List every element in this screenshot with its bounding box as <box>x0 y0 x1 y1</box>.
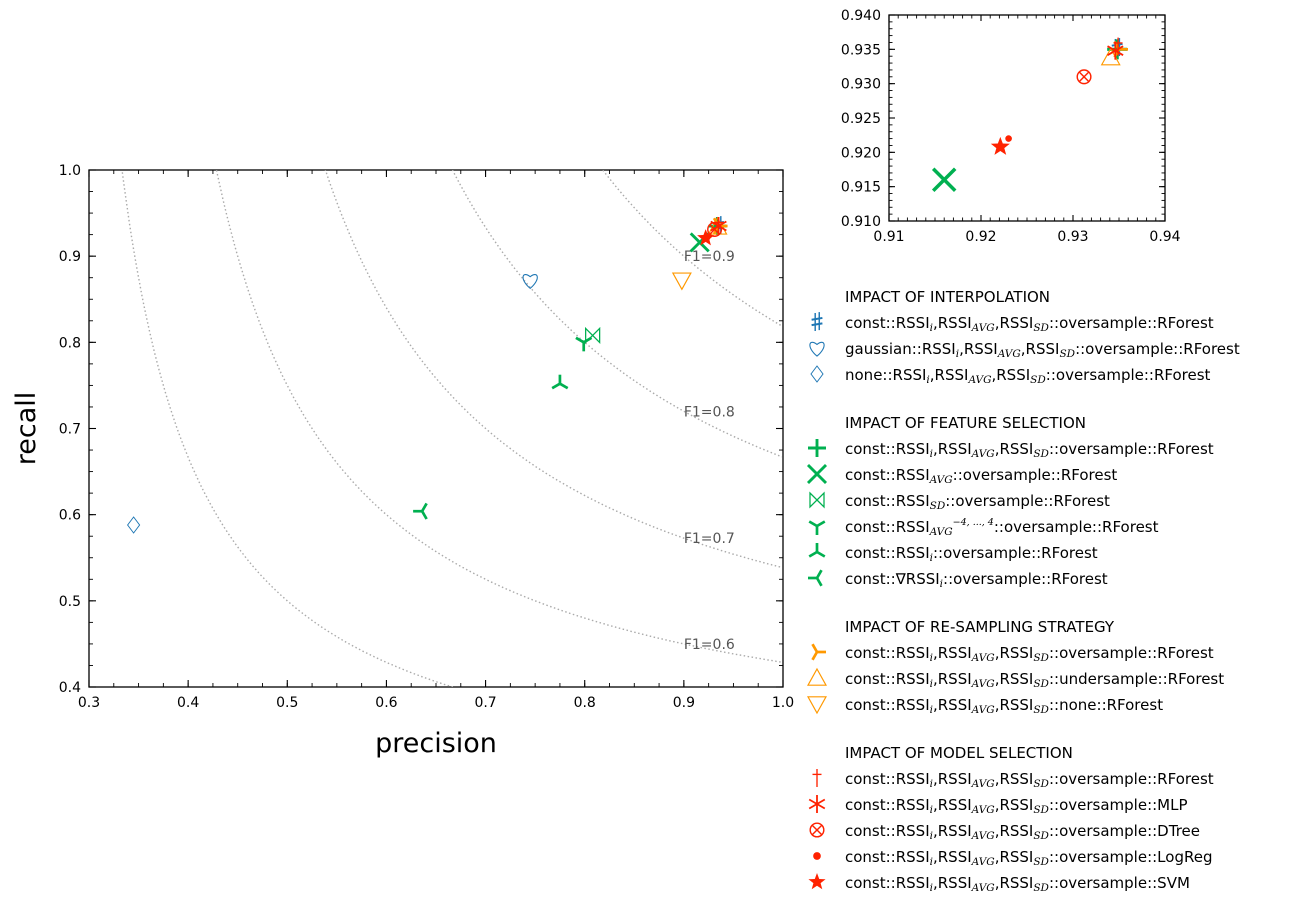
legend-entry-label: const::RSSIi,RSSIAVG,RSSISD::oversample:… <box>845 770 1214 790</box>
inset-data-point-x <box>931 167 957 193</box>
f1-contour-label: F1=0.6 <box>684 637 735 653</box>
f1-contour-line <box>601 170 783 327</box>
legend-marker-triangle_up <box>807 667 827 686</box>
inset-x-tick-label: 0.93 <box>1057 229 1088 245</box>
inset-data-point-dot <box>1005 135 1012 142</box>
legend-entry-label: const::RSSIi,RSSIAVG,RSSISD::oversample:… <box>845 644 1214 664</box>
data-point-tri_up <box>551 374 569 390</box>
main-y-tick-label: 1.0 <box>59 163 81 179</box>
legend-marker-dot <box>813 852 821 860</box>
legend-marker-tri_down <box>808 520 826 535</box>
main-x-tick-label: 0.9 <box>673 695 695 711</box>
legend-entry-label: const::RSSIi,RSSIAVG,RSSISD::oversample:… <box>845 440 1214 460</box>
inset-y-tick-label: 0.915 <box>841 180 881 196</box>
inset-y-tick-label: 0.930 <box>841 77 881 93</box>
main-x-tick-label: 0.8 <box>574 695 596 711</box>
legend-entry-label: const::∇RSSIi::oversample::RForest <box>845 570 1108 590</box>
data-point-heart <box>522 274 538 290</box>
legend-entry-label: const::RSSIi,RSSIAVG,RSSISD::oversample:… <box>845 848 1212 868</box>
data-point-bowtie <box>585 326 601 344</box>
legend: IMPACT OF INTERPOLATIONconst::RSSIi,RSSI… <box>806 288 1240 894</box>
inset-y-tick-label: 0.940 <box>841 8 881 24</box>
inset-zoom-chart: 0.91 0.92 0.93 0.94 0.910 0.915 0.920 0.925 0.93… <box>841 8 1181 245</box>
legend-marker-heart <box>809 341 825 357</box>
legend-entry-label: const::RSSIi,RSSIAVG,RSSISD::oversample:… <box>845 874 1190 894</box>
main-precision-recall-chart: 0.3 0.4 0.5 0.6 0.7 0.8 0.9 1.00.40.50.60.70.80… <box>11 163 794 759</box>
f1-contour-line <box>451 170 783 458</box>
inset-y-tick-label: 0.925 <box>841 111 881 127</box>
legend-marker-tri_left <box>808 569 823 587</box>
inset-y-tick-label: 0.935 <box>841 42 881 58</box>
legend-group-title: IMPACT OF RE-SAMPLING STRATEGY <box>845 618 1115 636</box>
main-frame <box>88 169 784 688</box>
inset-x-tick-label: 0.94 <box>1149 229 1180 245</box>
legend-marker-tri_right <box>811 643 826 661</box>
inset-frame <box>888 14 1166 222</box>
legend-entry-label: const::RSSIi,RSSIAVG,RSSISD::none::RFore… <box>845 696 1163 716</box>
inset-data-point-asterisk <box>1107 41 1124 60</box>
data-point-otimes <box>707 221 723 237</box>
main-x-tick-label: 1.0 <box>772 695 794 711</box>
f1-contour-label: F1=0.7 <box>684 531 735 547</box>
legend-group-title: IMPACT OF INTERPOLATION <box>845 288 1050 306</box>
legend-marker-triangle_down <box>807 696 827 715</box>
legend-entry-label: const::RSSISD::oversample::RForest <box>845 492 1110 512</box>
main-x-tick-label: 0.3 <box>78 695 100 711</box>
inset-data-point-star <box>990 136 1010 155</box>
main-x-tick-label: 0.6 <box>375 695 397 711</box>
main-y-axis-label: recall <box>11 392 42 466</box>
main-y-tick-label: 0.5 <box>59 594 81 610</box>
data-point-tri_left <box>413 502 428 520</box>
f1-contour-label: F1=0.9 <box>684 249 735 265</box>
data-point-triangle_down <box>671 272 692 291</box>
main-y-tick-label: 0.4 <box>59 680 81 696</box>
inset-y-tick-label: 0.920 <box>841 145 881 161</box>
f1-contour-line <box>121 170 455 687</box>
legend-group-title: IMPACT OF MODEL SELECTION <box>845 744 1073 762</box>
main-y-tick-label: 0.8 <box>59 335 81 351</box>
legend-marker-plus <box>808 439 826 457</box>
main-x-tick-label: 0.5 <box>276 695 298 711</box>
inset-x-tick-label: 0.92 <box>965 229 996 245</box>
f1-contour-line <box>324 170 783 569</box>
legend-group-title: IMPACT OF FEATURE SELECTION <box>845 414 1086 432</box>
legend-marker-tri_up <box>808 543 826 558</box>
legend-entry-label: const::RSSIi,RSSIAVG,RSSISD::oversample:… <box>845 314 1214 334</box>
legend-marker-bowtie <box>809 491 825 509</box>
f1-contour-label: F1=0.8 <box>684 404 735 420</box>
data-point-tri_down <box>575 336 593 352</box>
main-y-tick-label: 0.7 <box>59 422 81 438</box>
legend-entry-label: const::RSSIAVG−4, ..., 4::oversample::RF… <box>845 517 1159 538</box>
legend-entry-label: gaussian::RSSIi,RSSIAVG,RSSISD::oversamp… <box>845 340 1240 360</box>
data-point-triangle_up <box>707 216 728 235</box>
legend-marker-sharp <box>811 312 823 331</box>
data-point-diamond <box>127 516 141 534</box>
main-y-tick-label: 0.9 <box>59 249 81 265</box>
legend-marker-dagger <box>812 769 822 787</box>
legend-entry-label: const::RSSIi,RSSIAVG,RSSISD::undersample… <box>845 670 1224 690</box>
main-x-tick-label: 0.7 <box>474 695 496 711</box>
f1-contours <box>121 170 783 687</box>
main-x-tick-label: 0.4 <box>177 695 199 711</box>
inset-data-point-otimes <box>1076 69 1092 85</box>
legend-entry-label: const::RSSIi,RSSIAVG,RSSISD::oversample:… <box>845 796 1188 816</box>
legend-marker-otimes <box>809 822 825 838</box>
data-point-star <box>697 229 715 246</box>
legend-entry-label: none::RSSIi,RSSIAVG,RSSISD::oversample::… <box>845 366 1211 386</box>
main-x-axis-label: precision <box>375 728 497 759</box>
inset-x-tick-label: 0.91 <box>873 229 904 245</box>
legend-marker-diamond <box>810 365 824 383</box>
main-y-tick-label: 0.6 <box>59 508 81 524</box>
legend-entry-label: const::RSSIi,RSSIAVG,RSSISD::oversample:… <box>845 822 1200 842</box>
f1-contour-line <box>215 170 783 663</box>
legend-marker-star <box>808 873 826 890</box>
legend-entry-label: const::RSSIAVG::oversample::RForest <box>845 466 1117 486</box>
legend-marker-x <box>806 463 828 485</box>
legend-entry-label: const::RSSIi::oversample::RForest <box>845 544 1098 564</box>
legend-marker-asterisk <box>808 795 826 813</box>
inset-y-tick-label: 0.910 <box>841 214 881 230</box>
